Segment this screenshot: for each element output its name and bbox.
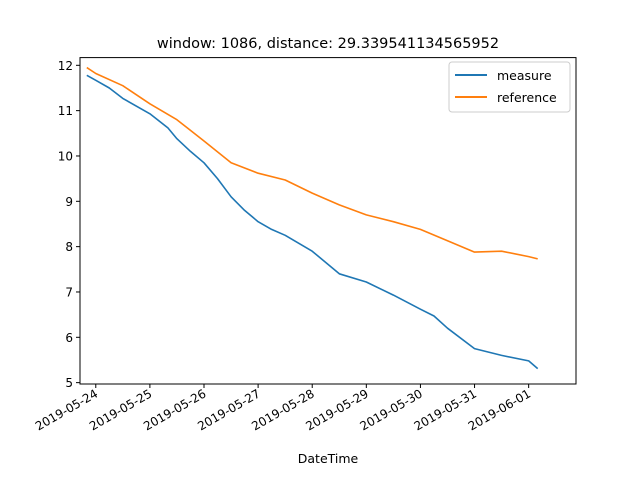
y-tick-label: 7 [65,285,73,299]
legend-label-measure: measure [497,68,552,83]
y-tick-label: 8 [65,240,73,254]
plot-frame [79,57,577,385]
series-line-reference [86,66,538,260]
y-tick-label: 11 [58,104,73,118]
y-tick-label: 9 [65,195,73,209]
y-tick-label: 10 [58,149,73,163]
y-tick-label: 6 [65,331,73,345]
y-axis-ticks: 5 6 7 8 9 10 11 12 [58,59,80,390]
legend: measure reference [448,61,571,113]
series-line-measure [86,74,539,370]
legend-label-reference: reference [497,90,557,105]
x-axis-label: DateTime [298,451,359,466]
chart-title: window: 1086, distance: 29.3395411345659… [157,36,499,52]
y-tick-label: 5 [65,376,73,390]
series-layer [86,66,539,370]
y-tick-label: 12 [58,59,73,73]
